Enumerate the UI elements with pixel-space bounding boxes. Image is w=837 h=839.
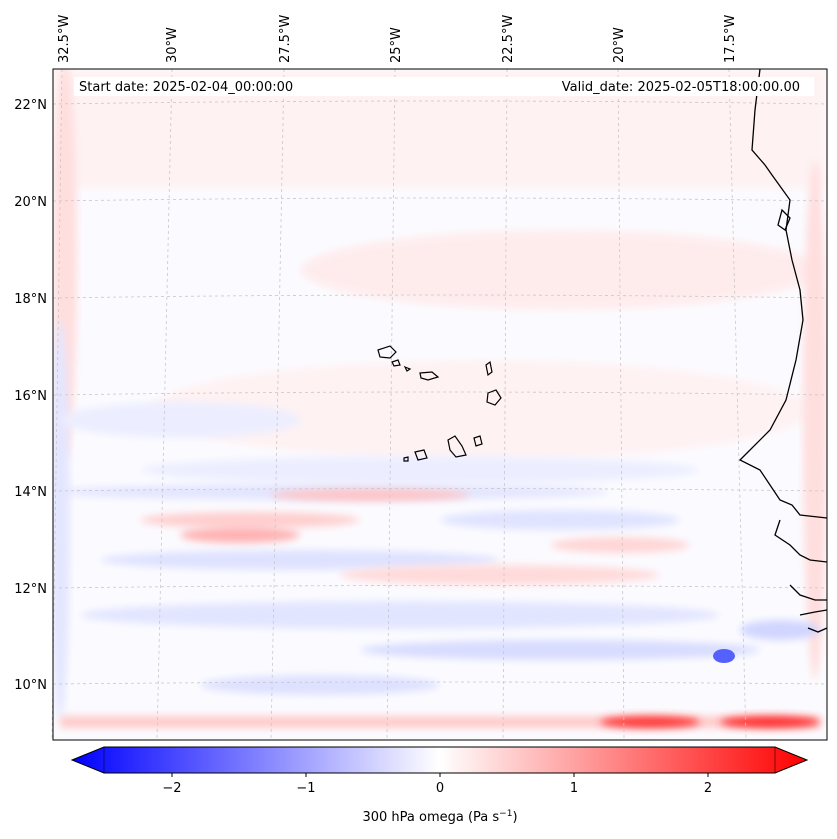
graticule (51, 68, 828, 741)
colorbar-tick-neg2: −2 (162, 781, 181, 796)
colorbar-tick-neg1: −1 (296, 781, 315, 796)
lon-label-20w: 20°W (612, 27, 627, 63)
colorbar-outline (70, 746, 809, 774)
lat-label-22n: 22°N (14, 98, 47, 113)
lat-label-10n: 10°N (14, 678, 47, 693)
colorbar-tick-1: 1 (570, 781, 578, 796)
colorbar-bar (72, 747, 807, 773)
valid-date-label: Valid_date: 2025-02-05T18:00:00.00 (562, 80, 800, 95)
colorbar-tick-0: 0 (436, 781, 444, 796)
lat-label-20n: 20°N (14, 195, 47, 210)
colorbar-title: 300 hPa omega (Pa s−1) (362, 809, 517, 825)
coastline (738, 69, 827, 633)
lat-label-18n: 18°N (14, 292, 47, 307)
lat-label-12n: 12°N (14, 582, 47, 597)
latitude-labels: 22°N 20°N 18°N 16°N 14°N 12°N 10°N (14, 98, 47, 693)
lon-label-22-5w: 22.5°W (501, 15, 516, 63)
colorbar-ticks (171, 773, 709, 777)
cabo-verde-islands (377, 345, 502, 462)
longitude-labels: 32.5°W 30°W 27.5°W 25°W 22.5°W 20°W 17.5… (57, 15, 738, 63)
lon-label-27-5w: 27.5°W (278, 15, 293, 63)
lat-label-16n: 16°N (14, 389, 47, 404)
header-background (74, 77, 814, 96)
lon-label-17-5w: 17.5°W (723, 15, 738, 63)
start-date-label: Start date: 2025-02-04_00:00:00 (79, 80, 293, 95)
lon-label-25w: 25°W (389, 27, 404, 63)
lon-label-32-5w: 32.5°W (57, 15, 72, 63)
lon-label-30w: 30°W (165, 27, 180, 63)
colorbar: −2 −1 0 1 2 300 hPa omega (Pa s−1) (70, 746, 809, 825)
colorbar-tick-2: 2 (704, 781, 712, 796)
map-panel: Start date: 2025-02-04_00:00:00 Valid_da… (51, 68, 828, 741)
lat-label-14n: 14°N (14, 485, 47, 500)
map-frame (52, 68, 828, 741)
